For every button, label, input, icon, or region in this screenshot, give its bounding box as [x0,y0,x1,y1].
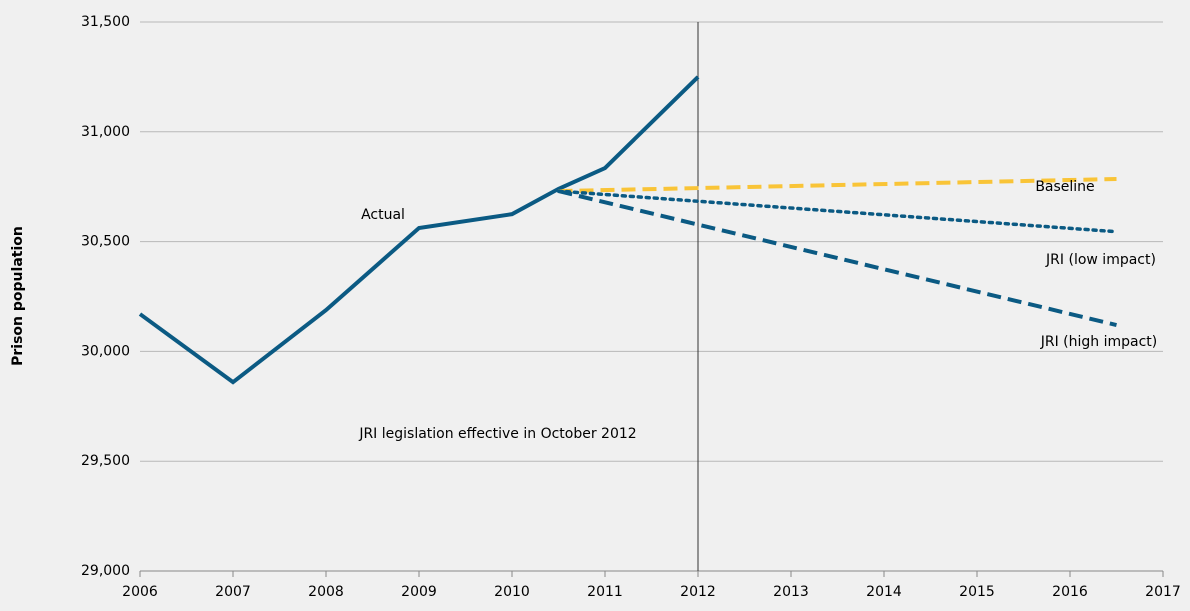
x-tick-label: 2009 [401,584,437,600]
x-tick-label: 2012 [680,584,716,600]
y-tick-label: 31,500 [81,14,130,30]
x-tick-label: 2016 [1052,584,1088,600]
x-tick-label: 2011 [587,584,623,600]
x-tick-label: 2010 [494,584,530,600]
y-tick-label: 29,000 [81,563,130,579]
series-label: JRI (low impact) [1045,252,1156,268]
x-tick-label: 2006 [122,584,158,600]
y-tick-label: 30,500 [81,234,130,250]
y-tick-label: 29,500 [81,453,130,469]
reference-label: JRI legislation effective in October 201… [358,426,636,442]
series-label: JRI (high impact) [1040,334,1158,350]
x-tick-label: 2015 [959,584,995,600]
x-tick-label: 2017 [1145,584,1181,600]
x-tick-label: 2013 [773,584,809,600]
y-tick-label: 30,000 [81,343,130,359]
series-line [558,189,1117,327]
x-tick-label: 2007 [215,584,251,600]
series-label: Actual [361,207,405,223]
y-axis-title: Prison population [10,226,26,366]
series-line [138,75,700,385]
y-tick-label: 31,000 [81,124,130,140]
series-label: Baseline [1035,179,1094,195]
series-line [558,177,1117,194]
series-line [556,189,1119,234]
x-tick-label: 2014 [866,584,902,600]
x-tick-label: 2008 [308,584,344,600]
